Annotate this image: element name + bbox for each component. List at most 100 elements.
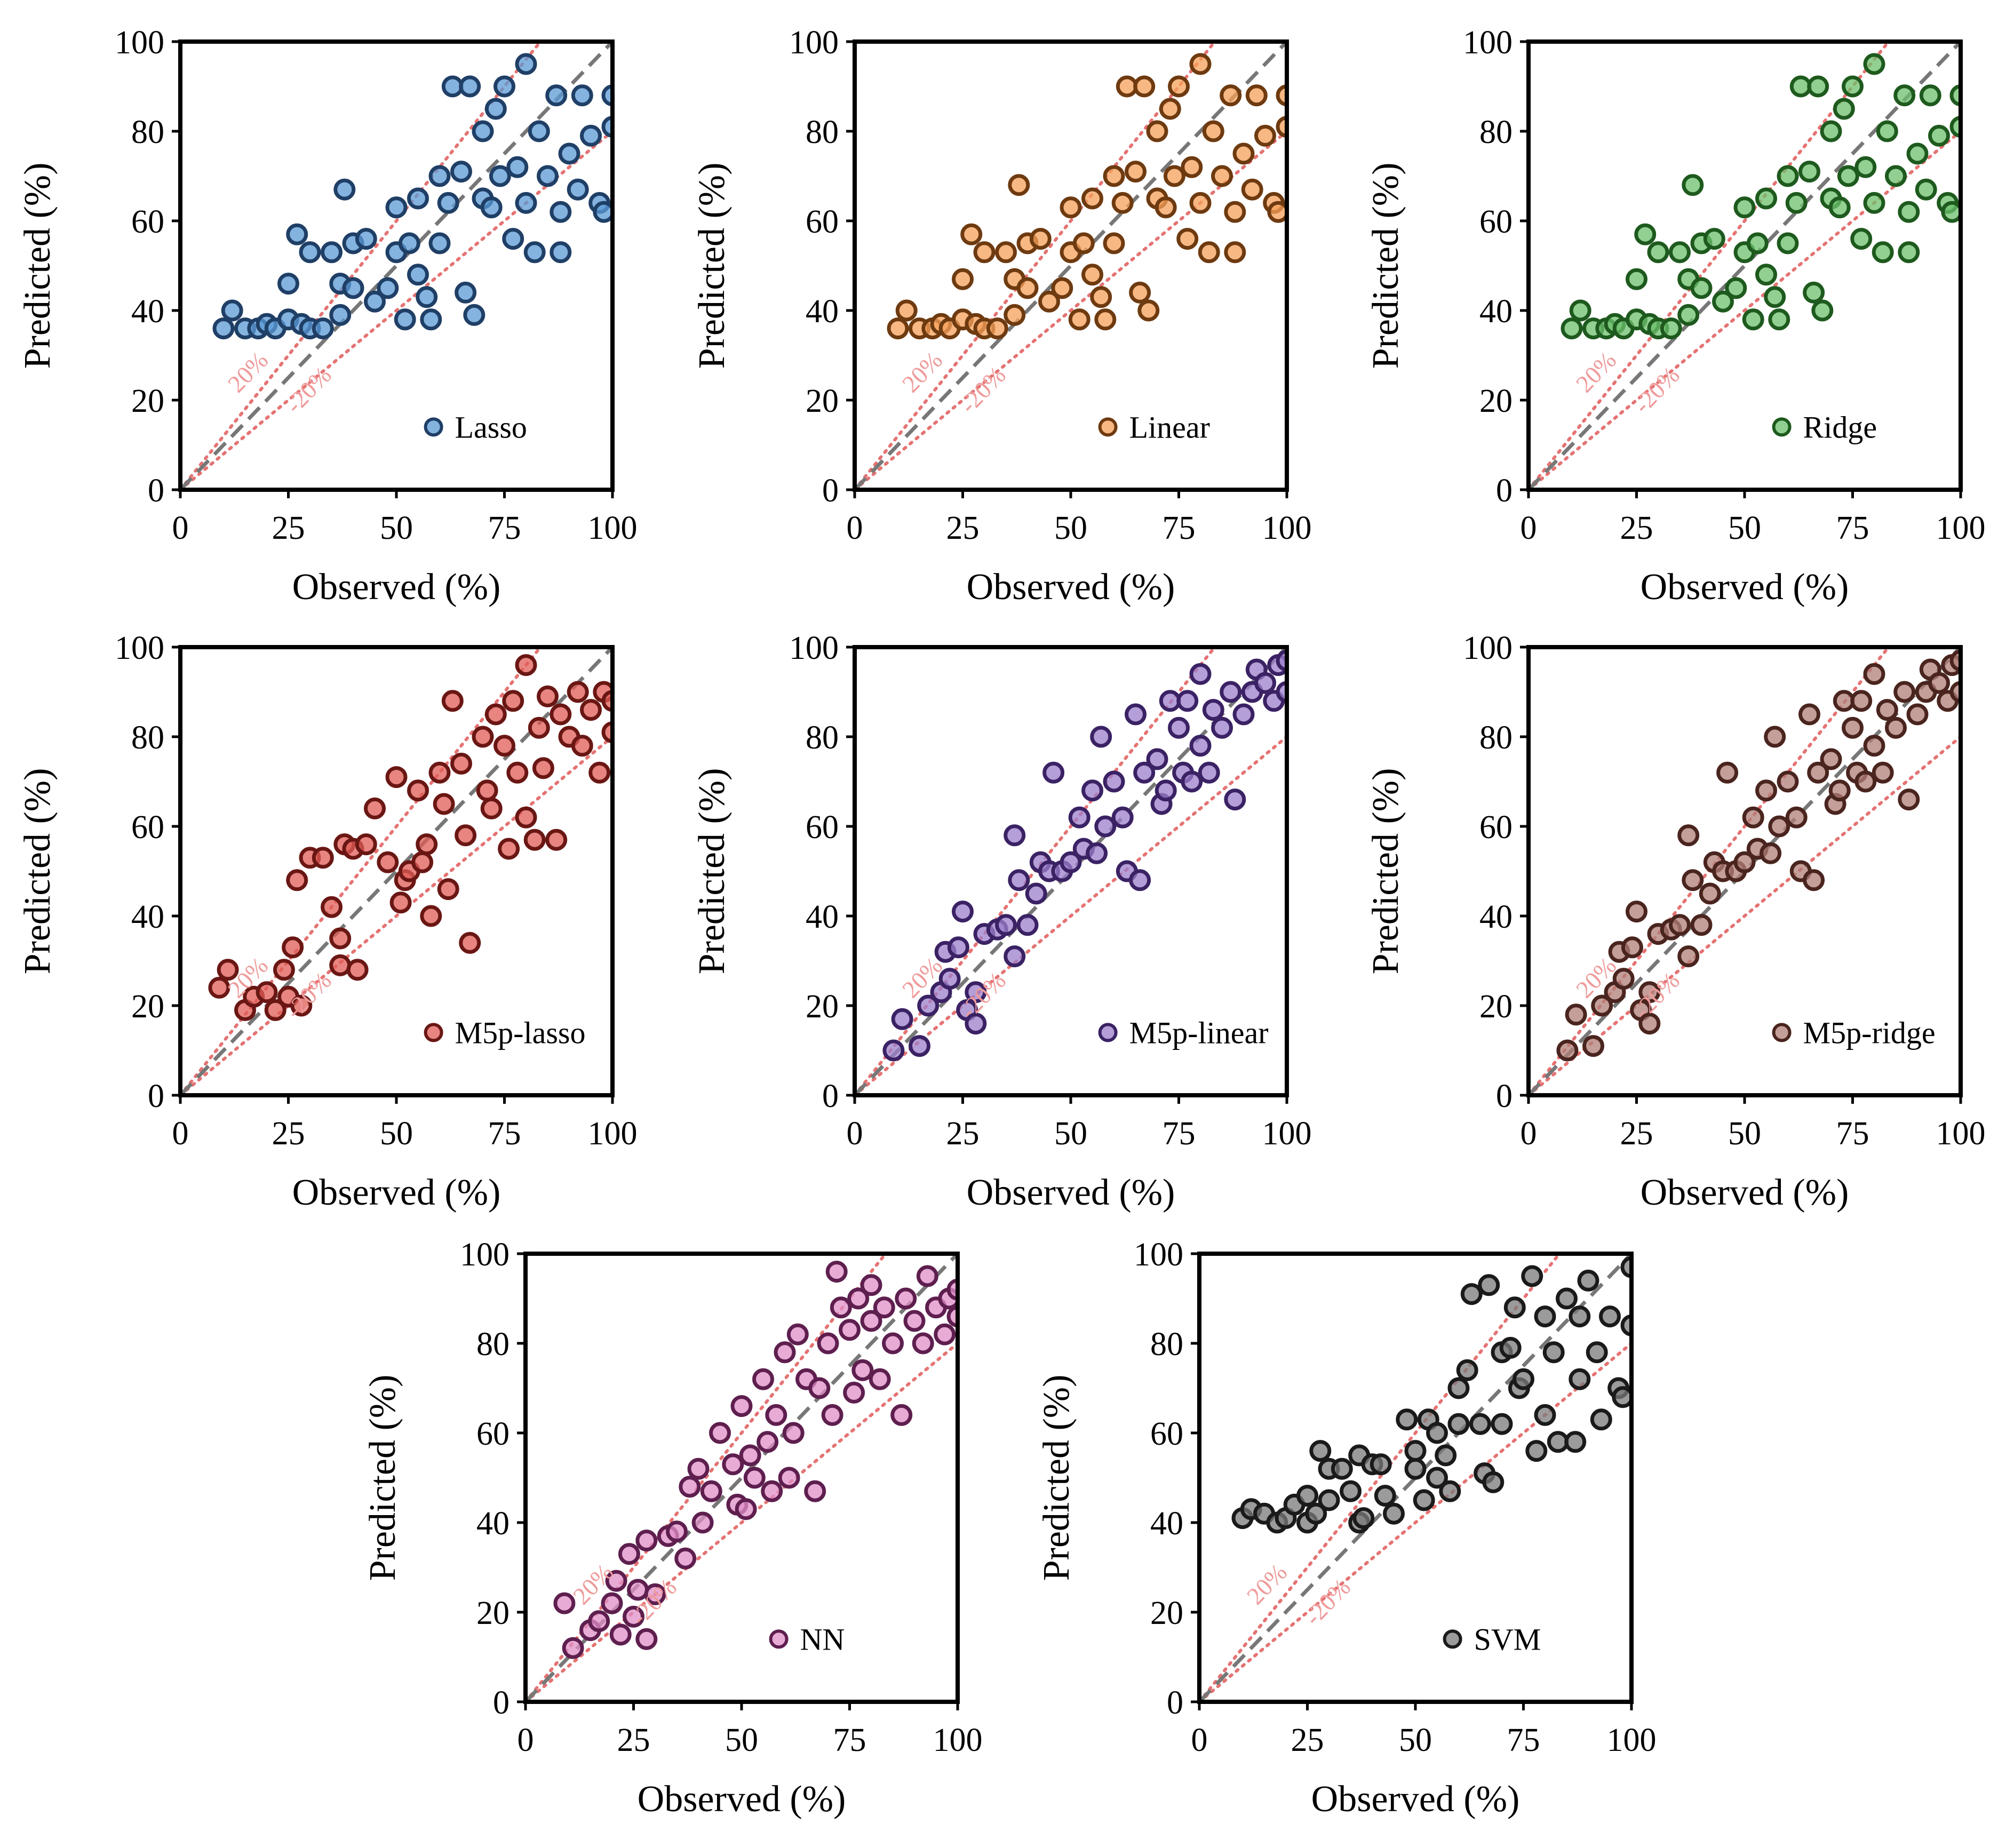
- data-point: [1426, 1467, 1448, 1489]
- x-tick-label: 50: [1728, 510, 1761, 546]
- y-tick-label: 20: [1479, 989, 1513, 1025]
- data-point: [321, 241, 343, 264]
- data-point: [472, 726, 494, 748]
- data-point: [1569, 1305, 1591, 1328]
- data-point: [502, 228, 524, 250]
- data-point: [1928, 124, 1950, 147]
- y-tick-label: 100: [115, 630, 164, 666]
- data-point: [895, 299, 918, 322]
- data-point: [286, 869, 308, 891]
- data-point: [761, 1480, 783, 1502]
- data-point: [273, 959, 295, 981]
- data-point: [1370, 1453, 1392, 1476]
- y-tick-label: 0: [493, 1685, 510, 1721]
- data-point: [506, 156, 529, 178]
- data-point: [839, 1319, 861, 1341]
- data-point: [804, 1480, 826, 1502]
- data-point: [965, 1013, 987, 1035]
- data-point: [493, 75, 515, 98]
- data-point: [1081, 264, 1103, 286]
- data-point: [476, 779, 498, 802]
- lower-band-line: [180, 130, 613, 490]
- data-point: [567, 681, 589, 703]
- data-point: [346, 959, 369, 981]
- data-point: [389, 891, 412, 914]
- y-tick-label: 80: [806, 114, 839, 150]
- lower-band-line: [180, 735, 613, 1096]
- x-axis-label: Observed (%): [1311, 1779, 1520, 1820]
- data-point: [691, 1511, 714, 1534]
- data-point: [830, 1296, 852, 1319]
- plot-area: [854, 647, 1287, 1096]
- data-point: [1798, 161, 1820, 183]
- data-point: [635, 1628, 658, 1650]
- legend-label: Ridge: [1803, 410, 1877, 444]
- data-point: [1004, 304, 1026, 326]
- data-point: [1677, 945, 1700, 968]
- data-point: [394, 308, 416, 331]
- lower-band-line: [1528, 130, 1961, 490]
- x-tick-label: 0: [847, 1116, 863, 1152]
- data-point: [752, 1368, 774, 1390]
- upper-band-line: [180, 647, 542, 1096]
- y-tick-label: 60: [1479, 809, 1513, 846]
- data-point: [537, 685, 559, 707]
- data-point: [1906, 703, 1929, 726]
- data-point: [1081, 779, 1103, 802]
- data-point: [571, 84, 593, 107]
- data-point: [873, 1296, 895, 1319]
- data-point: [312, 317, 334, 340]
- plot-area: [180, 41, 613, 490]
- legend-marker: [1772, 417, 1792, 437]
- data-point: [550, 201, 572, 223]
- y-tick-label: 40: [1479, 899, 1513, 935]
- data-point: [1820, 120, 1842, 142]
- data-point: [1712, 290, 1734, 313]
- y-tick-label: 20: [131, 383, 164, 419]
- data-point: [1211, 716, 1233, 739]
- y-tick-label: 100: [789, 630, 839, 666]
- data-point: [1842, 75, 1864, 98]
- data-point: [1189, 735, 1212, 757]
- data-point: [1898, 788, 1920, 811]
- x-tick-label: 0: [518, 1722, 534, 1758]
- data-point: [593, 201, 613, 223]
- x-tick-label: 0: [1191, 1722, 1208, 1758]
- data-point: [1072, 232, 1095, 254]
- data-point: [523, 829, 546, 851]
- data-point: [1094, 308, 1117, 331]
- data-point: [537, 165, 559, 187]
- data-point: [342, 277, 364, 299]
- data-point: [1008, 174, 1030, 196]
- x-tick-label: 75: [488, 510, 521, 546]
- data-point: [1482, 1471, 1504, 1493]
- data-point: [1837, 165, 1859, 187]
- data-point: [1569, 299, 1591, 322]
- y-tick-label: 20: [1479, 383, 1513, 419]
- x-tick-label: 50: [1728, 1116, 1761, 1152]
- data-point: [609, 1623, 632, 1646]
- data-point: [735, 1498, 757, 1520]
- data-point: [882, 1332, 904, 1355]
- data-point: [1004, 945, 1026, 968]
- data-point: [1220, 84, 1242, 107]
- data-point: [1503, 1296, 1526, 1319]
- data-point: [329, 954, 352, 976]
- x-tick-label: 75: [833, 1722, 866, 1758]
- data-point: [1785, 192, 1808, 214]
- legend-label: M5p-ridge: [1803, 1015, 1936, 1050]
- y-axis-label: Predicted (%): [17, 768, 58, 975]
- data-point: [1850, 690, 1873, 712]
- data-point: [1811, 299, 1834, 322]
- data-point: [1086, 842, 1108, 864]
- data-point: [1224, 788, 1246, 811]
- data-point: [973, 241, 996, 264]
- data-point: [545, 84, 568, 107]
- data-point: [739, 1444, 761, 1467]
- data-point: [506, 761, 529, 784]
- data-point: [1582, 1035, 1604, 1057]
- data-point: [1885, 165, 1907, 187]
- data-point: [420, 308, 442, 331]
- data-point: [1599, 1305, 1621, 1328]
